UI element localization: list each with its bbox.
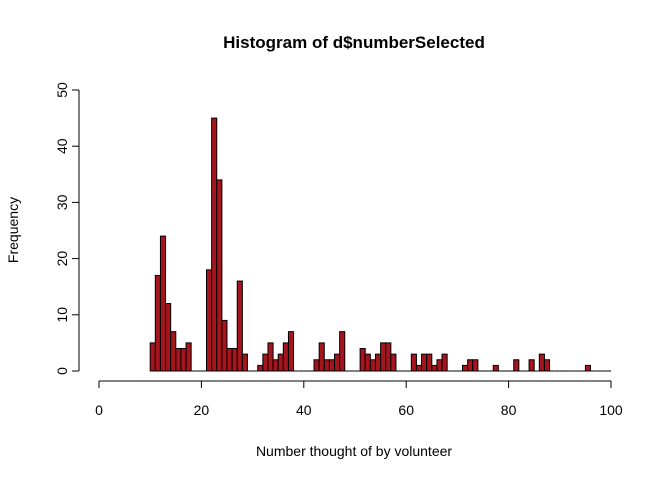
histogram-bar bbox=[410, 353, 417, 372]
histogram-bar bbox=[282, 342, 289, 372]
histogram-bar bbox=[426, 353, 433, 372]
histogram-bar bbox=[277, 353, 284, 372]
x-tick-label: 60 bbox=[398, 402, 414, 418]
histogram-bar bbox=[236, 280, 243, 372]
histogram-bar bbox=[231, 348, 238, 372]
bars-group bbox=[149, 117, 611, 372]
histogram-bar bbox=[216, 179, 223, 372]
histogram-bar bbox=[159, 235, 167, 372]
histogram-bar bbox=[492, 364, 499, 372]
histogram-bar bbox=[369, 359, 376, 372]
histogram-bar bbox=[175, 348, 182, 372]
histogram-bar bbox=[462, 364, 469, 372]
histogram-bar bbox=[149, 342, 156, 372]
x-axis-label: Number thought of by volunteer bbox=[256, 443, 452, 459]
histogram-bar bbox=[211, 117, 218, 372]
histogram-bar bbox=[339, 331, 346, 372]
y-tick-label: 30 bbox=[54, 194, 70, 210]
histogram-bar bbox=[385, 342, 392, 372]
histogram-bar bbox=[528, 359, 535, 372]
x-tick-label: 100 bbox=[599, 402, 623, 418]
histogram-bar bbox=[543, 359, 551, 372]
histogram-bar bbox=[584, 364, 592, 372]
chart-title: Histogram of d$numberSelected bbox=[223, 33, 485, 52]
y-axis: 0 10 20 30 40 50 bbox=[54, 82, 80, 375]
histogram-bar bbox=[185, 342, 192, 372]
histogram-bar bbox=[359, 348, 366, 372]
y-tick-label: 10 bbox=[54, 307, 70, 323]
y-tick-label: 0 bbox=[54, 367, 70, 375]
histogram-bar bbox=[206, 269, 213, 372]
histogram-bar bbox=[257, 364, 264, 372]
y-tick-label: 40 bbox=[54, 138, 70, 154]
histogram-bar bbox=[513, 359, 520, 372]
histogram-bar bbox=[262, 353, 269, 372]
histogram-bar bbox=[436, 359, 443, 372]
histogram-bar bbox=[364, 353, 371, 372]
x-tick-label: 20 bbox=[194, 402, 210, 418]
histogram-bar bbox=[431, 364, 438, 372]
histogram-bar bbox=[421, 353, 428, 372]
histogram-bar bbox=[380, 342, 387, 372]
histogram-bar bbox=[441, 353, 448, 372]
y-axis-label: Frequency bbox=[5, 197, 21, 263]
histogram-bar bbox=[170, 331, 177, 372]
histogram-bar bbox=[328, 359, 336, 372]
histogram-bar bbox=[318, 342, 325, 372]
histogram-bar bbox=[267, 342, 274, 372]
histogram-bar bbox=[313, 359, 320, 372]
histogram-bar bbox=[323, 359, 330, 372]
histogram-bar bbox=[390, 353, 397, 372]
histogram-bar bbox=[467, 359, 474, 372]
y-tick-label: 50 bbox=[54, 82, 70, 98]
histogram-bar bbox=[415, 364, 423, 372]
histogram-bar bbox=[241, 353, 248, 372]
histogram-bar bbox=[538, 353, 545, 372]
x-tick-label: 0 bbox=[95, 402, 103, 418]
x-axis: 0 20 40 60 80 100 bbox=[95, 380, 623, 418]
histogram-bar bbox=[334, 353, 341, 372]
histogram-bar bbox=[472, 359, 479, 372]
histogram-bar bbox=[154, 274, 161, 372]
x-tick-label: 40 bbox=[296, 402, 312, 418]
histogram-bar bbox=[221, 319, 228, 372]
histogram-bar bbox=[165, 303, 172, 372]
y-tick-label: 20 bbox=[54, 251, 70, 267]
histogram-bar bbox=[226, 348, 233, 372]
histogram-bar bbox=[180, 348, 187, 372]
histogram-bar bbox=[272, 359, 279, 372]
histogram-bar bbox=[374, 353, 382, 372]
x-tick-label: 80 bbox=[501, 402, 517, 418]
histogram-bar bbox=[287, 331, 295, 372]
